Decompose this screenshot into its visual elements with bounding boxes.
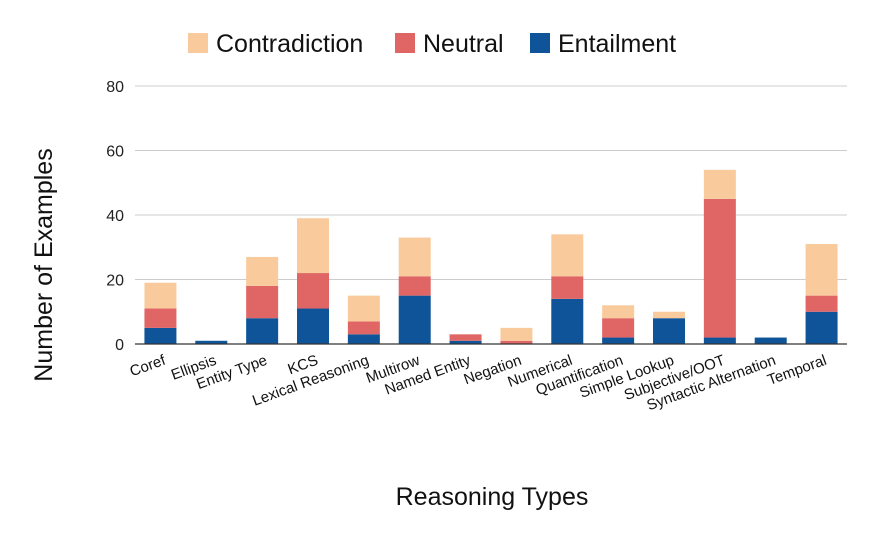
- y-tick-label-0: 0: [115, 337, 124, 354]
- bar-numerical-entailment: [551, 298, 584, 344]
- bar-simple-lookup-contradiction: [653, 311, 685, 319]
- legend-label-contradiction: Contradiction: [216, 30, 363, 58]
- y-tick-label-60: 60: [106, 144, 124, 161]
- bar-subjective-oot-contradiction: [703, 169, 736, 199]
- bar-numerical-neutral: [551, 276, 584, 299]
- bar-entity-type-neutral: [246, 285, 279, 319]
- bar-kcs-contradiction: [297, 218, 329, 274]
- x-axis-title: Reasoning Types: [396, 483, 589, 511]
- legend-swatch-entailment: [530, 33, 550, 53]
- bar-lexical-reasoning-neutral: [347, 321, 380, 335]
- x-tick-label-temporal: Temporal: [765, 352, 829, 389]
- bar-coref-contradiction: [144, 282, 177, 309]
- y-tick-label-20: 20: [106, 273, 124, 290]
- bar-kcs-entailment: [297, 308, 329, 344]
- bar-kcs-neutral: [297, 273, 329, 309]
- bar-simple-lookup-entailment: [653, 318, 685, 344]
- bar-numerical-contradiction: [551, 234, 584, 277]
- bar-named-entity-entailment: [449, 340, 482, 344]
- bar-ellipsis-entailment: [195, 340, 228, 344]
- y-tick-label-80: 80: [106, 79, 124, 96]
- bar-subjective-oot-neutral: [703, 198, 736, 338]
- bar-coref-neutral: [144, 308, 177, 328]
- bar-coref-entailment: [144, 327, 177, 344]
- bar-named-entity-neutral: [449, 334, 482, 341]
- bar-lexical-reasoning-entailment: [347, 334, 380, 344]
- bar-quantification-contradiction: [602, 305, 635, 319]
- bar-negation-contradiction: [500, 327, 533, 341]
- bar-temporal-neutral: [805, 295, 838, 312]
- y-tick-label-40: 40: [106, 208, 124, 225]
- bar-temporal-contradiction: [805, 244, 838, 296]
- bar-syntactic-alternation-entailment: [754, 337, 787, 344]
- bar-multirow-entailment: [398, 295, 431, 344]
- legend-swatch-contradiction: [188, 33, 208, 53]
- bar-quantification-neutral: [602, 318, 635, 338]
- bar-entity-type-entailment: [246, 318, 279, 344]
- bar-multirow-neutral: [398, 276, 431, 296]
- bar-negation-neutral: [500, 340, 533, 344]
- legend-label-neutral: Neutral: [423, 30, 504, 58]
- legend-label-entailment: Entailment: [558, 30, 676, 58]
- y-axis-ticks: 0 20 40 60 80: [106, 79, 124, 354]
- y-axis-title: Number of Examples: [30, 148, 58, 381]
- chart-legend: Contradiction Neutral Entailment: [188, 30, 676, 58]
- bar-temporal-entailment: [805, 311, 838, 344]
- bar-quantification-entailment: [602, 337, 635, 344]
- bar-subjective-oot-entailment: [703, 337, 736, 344]
- bar-entity-type-contradiction: [246, 256, 279, 286]
- gridlines: [135, 85, 847, 280]
- bars: [144, 169, 838, 344]
- bar-lexical-reasoning-contradiction: [347, 295, 380, 322]
- x-tick-label-coref: Coref: [128, 352, 169, 381]
- bar-multirow-contradiction: [398, 237, 431, 277]
- legend-swatch-neutral: [395, 33, 415, 53]
